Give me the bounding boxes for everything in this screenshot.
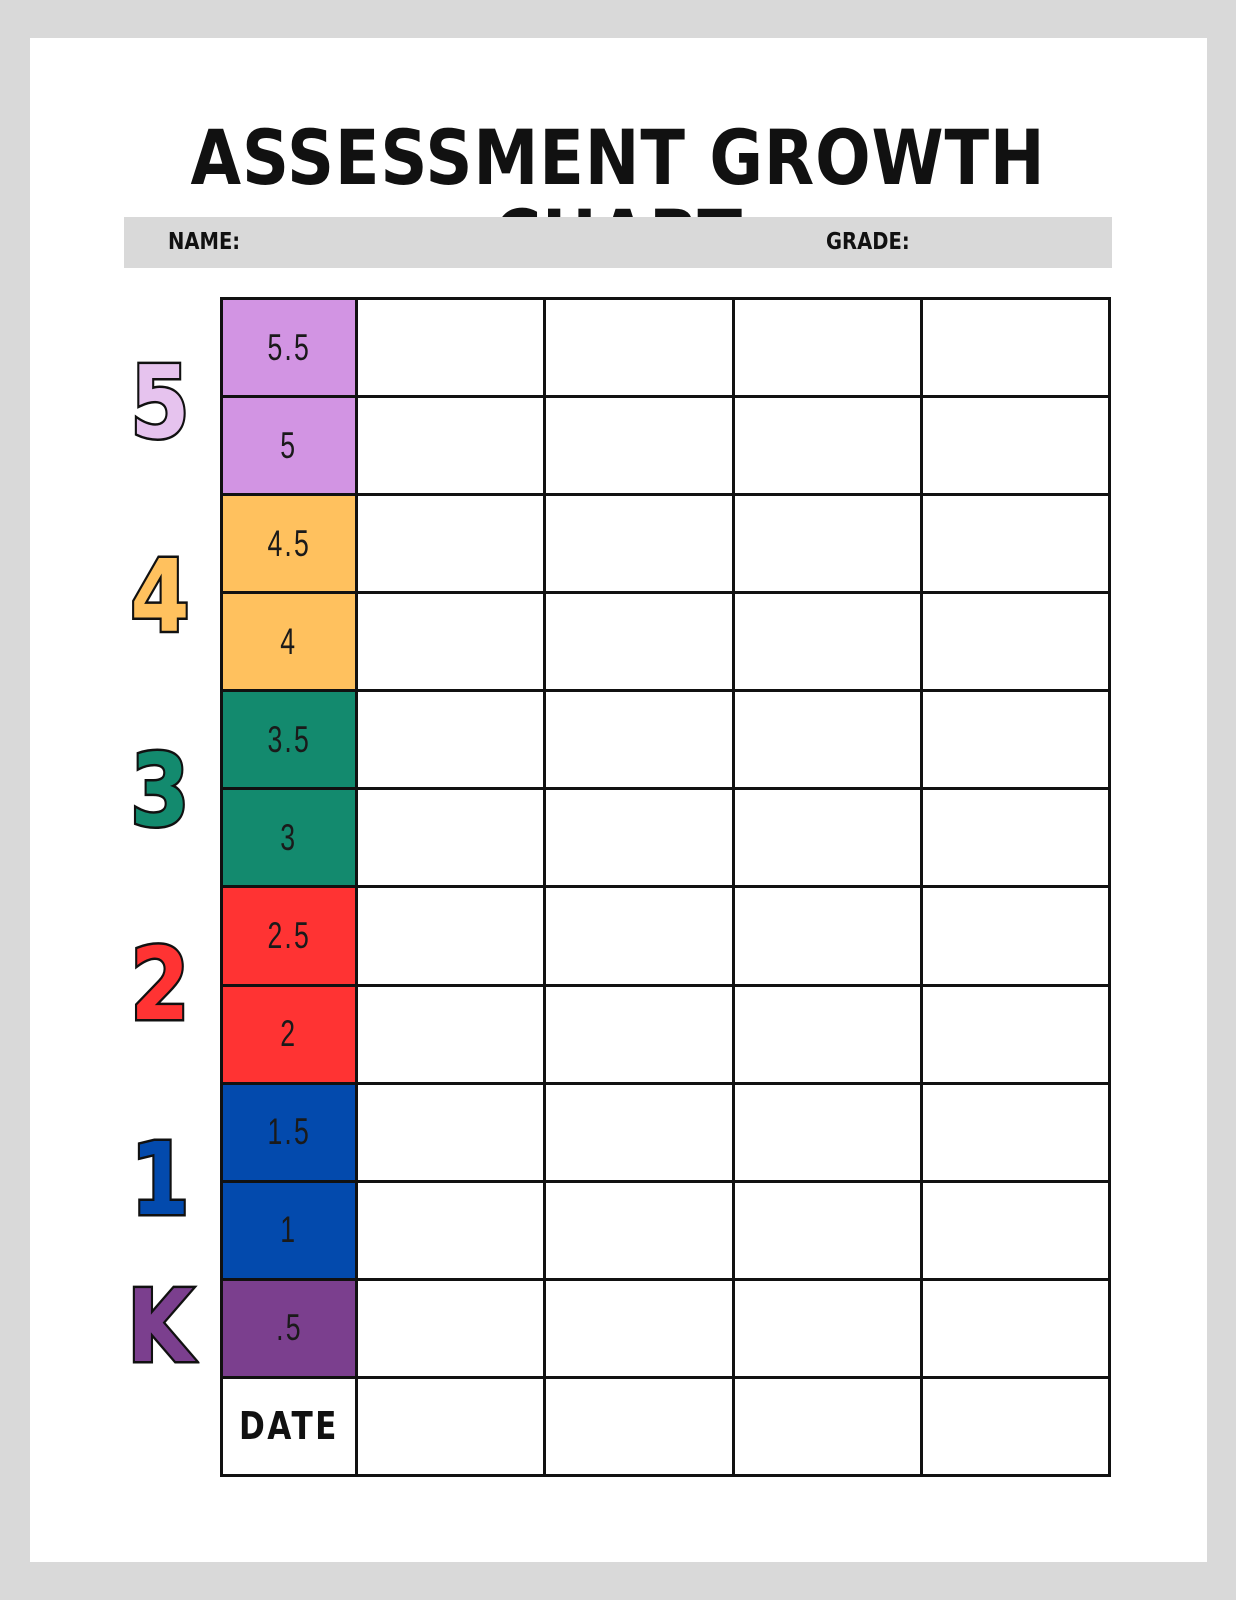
score-entry-cell[interactable] [354, 395, 547, 497]
table-row: .5 [220, 1277, 1112, 1379]
date-entry-cell[interactable] [731, 1375, 923, 1477]
score-entry-cell[interactable] [354, 493, 547, 595]
score-entry-cell[interactable] [543, 787, 735, 889]
grade-marker-2: 2 [128, 926, 191, 1043]
table-row: 5.5 [220, 296, 1112, 399]
date-entry-cell[interactable] [919, 1375, 1112, 1477]
table-row: 3.5 [220, 689, 1112, 791]
score-entry-cell[interactable] [354, 1081, 547, 1183]
level-label: 2 [280, 1013, 298, 1055]
score-entry-cell[interactable] [543, 1081, 735, 1183]
level-cell: 3 [220, 787, 358, 889]
score-entry-cell[interactable] [731, 885, 923, 987]
score-entry-cell[interactable] [543, 1277, 735, 1379]
score-entry-cell[interactable] [919, 591, 1112, 693]
level-cell: 2.5 [220, 885, 358, 987]
score-entry-cell[interactable] [354, 787, 547, 889]
level-label: 4 [280, 620, 298, 662]
score-entry-cell[interactable] [354, 983, 547, 1085]
level-label: 5.5 [267, 326, 311, 368]
score-entry-cell[interactable] [354, 885, 547, 987]
grade-marker-3: 3 [128, 732, 191, 849]
level-cell: 4.5 [220, 493, 358, 595]
score-entry-cell[interactable] [919, 689, 1112, 791]
level-label: .5 [275, 1307, 303, 1349]
score-entry-cell[interactable] [919, 493, 1112, 595]
level-cell: 5 [220, 395, 358, 497]
table-row: 2.5 [220, 885, 1112, 987]
table-row: DATE [220, 1375, 1112, 1477]
grade-label: GRADE: [826, 229, 910, 255]
level-label: 1 [280, 1209, 298, 1251]
student-info-bar: NAME: GRADE: [124, 217, 1112, 268]
score-entry-cell[interactable] [543, 983, 735, 1085]
level-cell: 3.5 [220, 689, 358, 791]
level-label: 1.5 [267, 1111, 311, 1153]
score-entry-cell[interactable] [543, 296, 735, 399]
score-entry-cell[interactable] [543, 1179, 735, 1281]
score-entry-cell[interactable] [354, 1179, 547, 1281]
level-cell: 2 [220, 983, 358, 1085]
score-entry-cell[interactable] [731, 493, 923, 595]
table-row: 1.5 [220, 1081, 1112, 1183]
score-entry-cell[interactable] [919, 787, 1112, 889]
score-entry-cell[interactable] [731, 591, 923, 693]
score-entry-cell[interactable] [731, 1277, 923, 1379]
level-label: 5 [280, 424, 298, 466]
table-row: 2 [220, 983, 1112, 1085]
level-cell: 1 [220, 1179, 358, 1281]
growth-chart-table: 5.5 5 4.5 4 3.5 3 2.5 2 1.5 1.5 DATE [220, 296, 1112, 1477]
name-label: NAME: [168, 229, 241, 255]
score-entry-cell[interactable] [543, 885, 735, 987]
score-entry-cell[interactable] [731, 689, 923, 791]
grade-marker-4: 4 [128, 538, 191, 655]
level-label: 2.5 [267, 915, 311, 956]
score-entry-cell[interactable] [731, 395, 923, 497]
score-entry-cell[interactable] [731, 983, 923, 1085]
score-entry-cell[interactable] [919, 1081, 1112, 1183]
score-entry-cell[interactable] [543, 591, 735, 693]
score-entry-cell[interactable] [731, 787, 923, 889]
score-entry-cell[interactable] [919, 395, 1112, 497]
level-label: 3.5 [267, 718, 311, 760]
score-entry-cell[interactable] [731, 1179, 923, 1281]
level-label: 4.5 [267, 522, 311, 564]
score-entry-cell[interactable] [919, 1277, 1112, 1379]
score-entry-cell[interactable] [731, 1081, 923, 1183]
score-entry-cell[interactable] [919, 885, 1112, 987]
table-row: 1 [220, 1179, 1112, 1281]
date-header-cell: DATE [220, 1375, 358, 1477]
table-row: 3 [220, 787, 1112, 889]
score-entry-cell[interactable] [354, 591, 547, 693]
score-entry-cell[interactable] [354, 1277, 547, 1379]
score-entry-cell[interactable] [919, 1179, 1112, 1281]
level-cell: 5.5 [220, 296, 358, 399]
date-entry-cell[interactable] [354, 1375, 547, 1477]
level-cell: 4 [220, 591, 358, 693]
score-entry-cell[interactable] [543, 689, 735, 791]
score-entry-cell[interactable] [543, 493, 735, 595]
level-cell: 1.5 [220, 1081, 358, 1183]
level-label: 3 [280, 816, 298, 858]
table-row: 4 [220, 591, 1112, 693]
table-row: 5 [220, 395, 1112, 497]
score-entry-cell[interactable] [354, 296, 547, 399]
score-entry-cell[interactable] [543, 395, 735, 497]
score-entry-cell[interactable] [919, 983, 1112, 1085]
date-entry-cell[interactable] [543, 1375, 735, 1477]
grade-marker-5: 5 [128, 344, 191, 461]
grade-marker-k: K [125, 1268, 195, 1385]
table-row: 4.5 [220, 493, 1112, 595]
grade-marker-1: 1 [128, 1121, 191, 1238]
score-entry-cell[interactable] [919, 296, 1112, 399]
score-entry-cell[interactable] [731, 296, 923, 399]
date-label: DATE [239, 1404, 339, 1449]
level-cell: .5 [220, 1277, 358, 1379]
score-entry-cell[interactable] [354, 689, 547, 791]
